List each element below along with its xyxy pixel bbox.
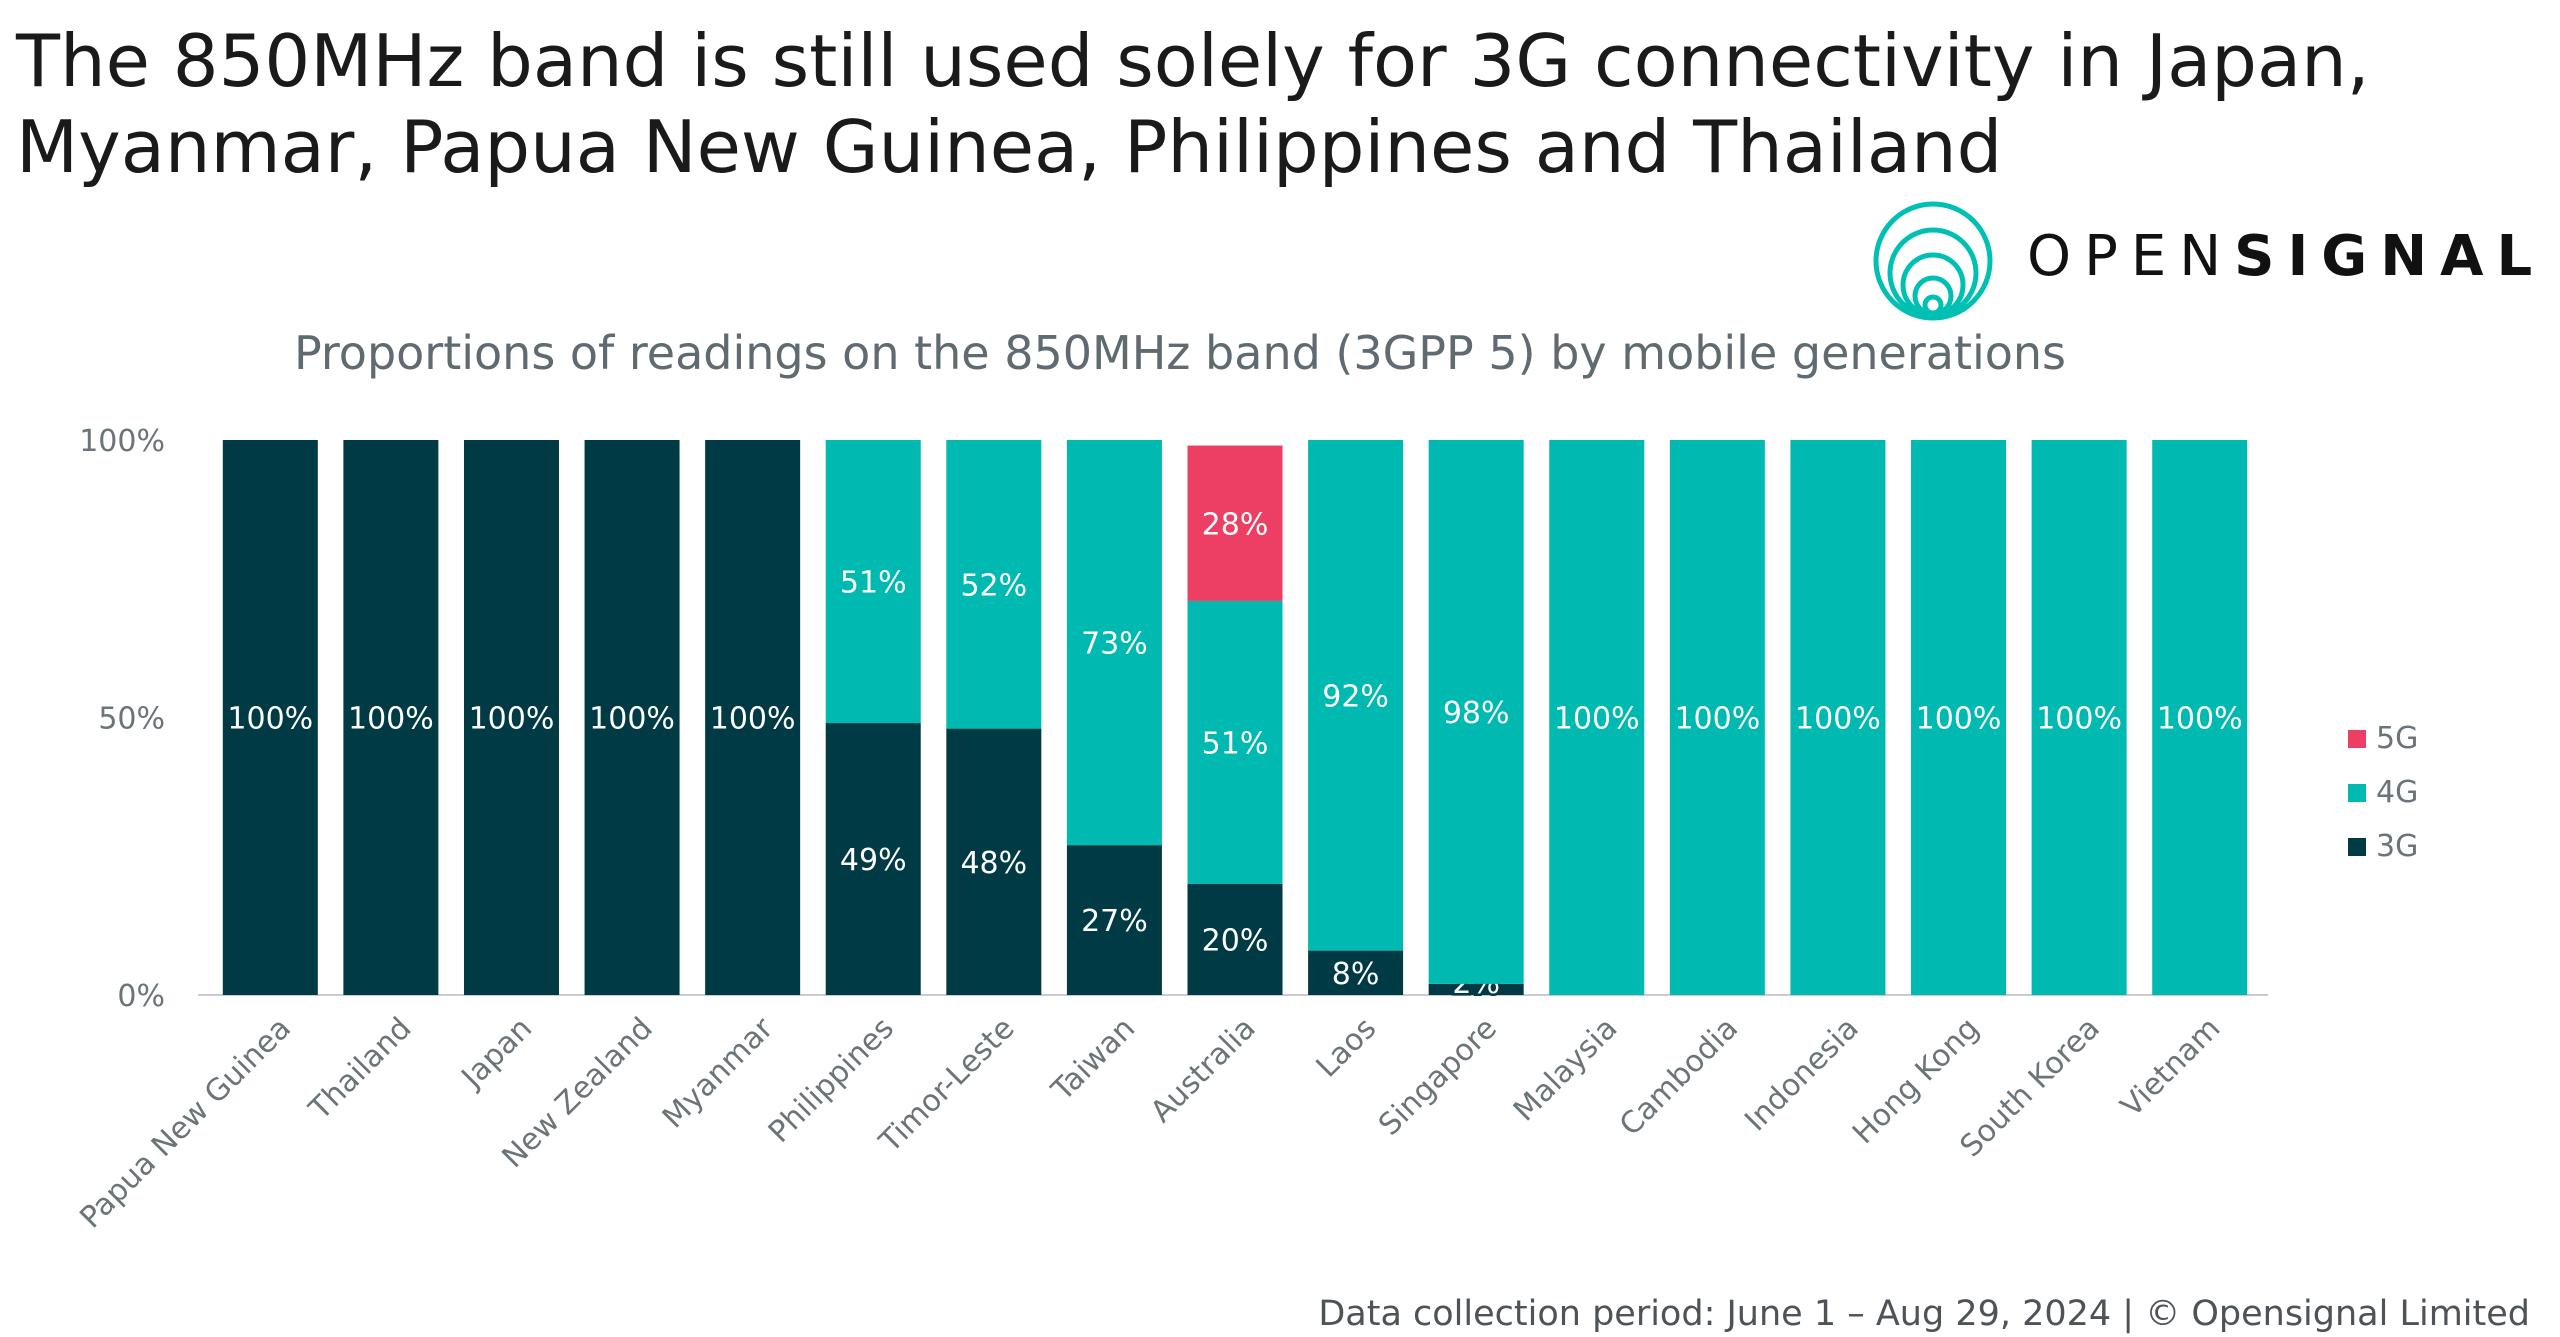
- data-label: 100%: [710, 702, 796, 737]
- x-tick-label: Taiwan: [1044, 1011, 1142, 1109]
- x-tick-label: Laos: [1310, 1011, 1384, 1085]
- bar-segment-4g: [2031, 440, 2127, 995]
- bar-segment-3g: [1066, 845, 1162, 995]
- bar-segment-3g: [584, 440, 680, 995]
- stacked-bar-chart: 0% 50% 100% 100% Papua New Guinea 100% Thailan…: [73, 424, 2418, 1236]
- bar-segment-5g: [1187, 445, 1283, 601]
- bar-segment-4g: [1308, 440, 1404, 951]
- data-label: 100%: [1674, 702, 1760, 737]
- x-tick-label: Cambodia: [1613, 1011, 1745, 1143]
- bar-segment-3g: [825, 723, 921, 995]
- bar-segment-4g: [1669, 440, 1765, 995]
- x-tick-label: Malaysia: [1507, 1011, 1624, 1128]
- data-label: 51%: [1202, 726, 1269, 761]
- legend-label-3g: 3G: [2376, 829, 2418, 864]
- x-tick-label: Japan: [454, 1011, 539, 1096]
- opensignal-wordmark: OPENSIGNAL: [2027, 224, 2545, 289]
- legend-swatch-4g: [2348, 784, 2366, 802]
- bar-segment-4g: [1066, 440, 1162, 846]
- opensignal-logo: OPENSIGNAL: [1870, 198, 2540, 324]
- y-tick-label: 50%: [98, 702, 165, 737]
- data-label: 49%: [840, 843, 907, 878]
- data-label: 73%: [1081, 627, 1148, 662]
- data-label: 100%: [1916, 702, 2002, 737]
- bar-segment-4g: [825, 440, 921, 724]
- data-label: 52%: [960, 568, 1027, 603]
- wordmark-open: OPEN: [2027, 224, 2235, 289]
- data-label: 100%: [2036, 702, 2122, 737]
- bar-segment-3g: [222, 440, 318, 995]
- data-label: 48%: [960, 846, 1027, 881]
- x-tick-label: Australia: [1144, 1011, 1263, 1130]
- opensignal-concentric-circles-icon: [1873, 201, 1993, 321]
- bar-segment-4g: [1549, 440, 1645, 995]
- x-tick-label: Vietnam: [2114, 1011, 2227, 1124]
- y-tick-label: 100%: [79, 424, 165, 459]
- bar-segment-3g: [705, 440, 801, 995]
- data-label: 100%: [348, 702, 434, 737]
- bar-segment-3g: [1428, 983, 1524, 995]
- x-tick-label: Myanmar: [656, 1010, 781, 1135]
- chart-title: Proportions of readings on the 850MHz ba…: [293, 326, 2067, 380]
- x-tick-label: Thailand: [302, 1011, 419, 1128]
- data-label: 51%: [840, 566, 907, 601]
- bar-segment-3g: [1187, 884, 1283, 995]
- x-tick-label: Indonesia: [1738, 1011, 1865, 1138]
- y-tick-label: 0%: [117, 979, 165, 1014]
- legend-swatch-5g: [2348, 730, 2366, 748]
- bar-segment-3g: [946, 728, 1042, 995]
- data-label: 8%: [1332, 957, 1380, 992]
- data-label: 20%: [1202, 924, 1269, 959]
- legend-swatch-3g: [2348, 838, 2366, 856]
- wordmark-signal: SIGNAL: [2234, 224, 2546, 289]
- data-label: 100%: [469, 702, 555, 737]
- bar-segment-3g: [343, 440, 439, 995]
- bar-segment-4g: [1428, 440, 1524, 984]
- data-label: 98%: [1443, 696, 1510, 731]
- data-label: 100%: [2157, 702, 2243, 737]
- bar-segment-4g: [946, 440, 1042, 729]
- data-label: 92%: [1322, 679, 1389, 714]
- x-tick-label: Papua New Guinea: [73, 1011, 298, 1236]
- legend-label-4g: 4G: [2376, 775, 2418, 810]
- headline: The 850MHz band is still used solely for…: [16, 19, 2370, 189]
- data-label: 100%: [589, 702, 675, 737]
- x-tick-label: Singapore: [1372, 1011, 1504, 1143]
- data-label: 100%: [1554, 702, 1640, 737]
- bar-segment-4g: [1187, 600, 1283, 884]
- bar-segment-3g: [463, 440, 559, 995]
- data-label: 27%: [1081, 904, 1148, 939]
- bar-segment-3g: [1308, 950, 1404, 995]
- bar-segment-4g: [2152, 440, 2248, 995]
- legend-label-5g: 5G: [2376, 721, 2418, 756]
- footer-note: Data collection period: June 1 – Aug 29,…: [1318, 1294, 2530, 1334]
- bar-segment-4g: [1790, 440, 1886, 995]
- data-label: 28%: [1202, 507, 1269, 542]
- bar-segment-4g: [1911, 440, 2007, 995]
- data-label: 100%: [227, 702, 313, 737]
- data-label: 100%: [1795, 702, 1881, 737]
